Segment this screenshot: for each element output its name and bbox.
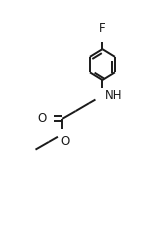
Text: NH: NH <box>104 89 122 102</box>
Text: O: O <box>38 112 47 125</box>
Text: F: F <box>99 22 106 35</box>
Text: O: O <box>61 135 70 148</box>
